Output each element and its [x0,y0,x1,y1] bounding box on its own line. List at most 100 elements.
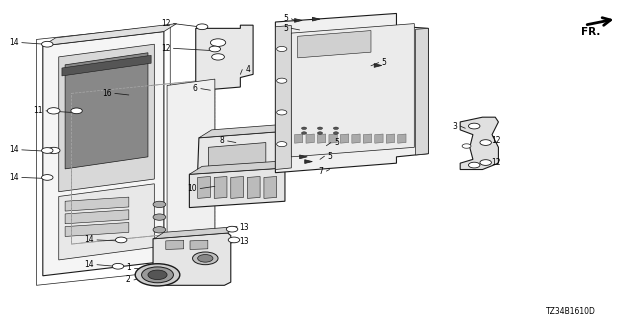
Circle shape [47,147,60,154]
Polygon shape [364,134,372,143]
Text: 4: 4 [246,65,250,74]
Text: 14: 14 [9,38,19,47]
Polygon shape [275,26,291,170]
Polygon shape [275,13,428,173]
Polygon shape [189,168,285,208]
Text: 10: 10 [188,184,197,193]
Polygon shape [59,184,154,260]
Circle shape [480,160,492,165]
Polygon shape [167,79,215,236]
Circle shape [301,132,307,134]
Polygon shape [189,160,298,174]
Circle shape [317,132,323,134]
Text: 6: 6 [193,84,198,93]
Circle shape [317,127,323,130]
Circle shape [115,237,127,243]
Circle shape [333,127,339,130]
Circle shape [198,254,213,262]
Circle shape [193,252,218,265]
Circle shape [47,108,60,114]
Text: 13: 13 [239,223,249,232]
Text: 12: 12 [491,158,500,167]
Circle shape [301,127,307,130]
Polygon shape [43,24,177,46]
Text: 12: 12 [491,136,500,146]
Text: 8: 8 [220,136,225,146]
Text: 3: 3 [452,122,457,131]
Text: 14: 14 [84,236,94,244]
Polygon shape [214,177,227,198]
Text: 2: 2 [126,276,131,284]
Polygon shape [198,132,285,180]
Circle shape [42,148,53,153]
Text: 5: 5 [334,138,339,147]
Polygon shape [305,160,312,164]
Text: 12: 12 [161,44,170,53]
Polygon shape [231,177,244,198]
Polygon shape [166,240,184,250]
Polygon shape [340,134,349,143]
Polygon shape [306,134,314,143]
Polygon shape [291,24,414,157]
Polygon shape [374,64,382,68]
Circle shape [211,39,226,46]
Polygon shape [352,134,360,143]
Circle shape [209,46,221,52]
Text: 5: 5 [382,58,387,67]
Text: 1: 1 [126,263,131,272]
Circle shape [228,237,240,243]
Text: 12: 12 [161,19,170,28]
Circle shape [276,46,287,52]
Polygon shape [298,31,371,58]
Circle shape [276,110,287,115]
Circle shape [276,142,287,147]
Text: 11: 11 [33,106,43,115]
Polygon shape [312,17,320,21]
Polygon shape [65,210,129,224]
Polygon shape [65,222,129,236]
Polygon shape [397,134,406,143]
Text: 7: 7 [318,167,323,176]
Polygon shape [247,177,260,198]
Polygon shape [190,240,208,250]
Circle shape [468,162,480,168]
Polygon shape [62,55,151,76]
Text: TZ34B1610D: TZ34B1610D [546,307,596,316]
Text: 16: 16 [102,89,111,98]
Polygon shape [153,233,231,285]
Text: 14: 14 [84,260,94,269]
Circle shape [227,226,238,232]
Circle shape [196,24,208,30]
Circle shape [462,144,471,148]
Polygon shape [43,32,164,276]
Circle shape [480,140,492,145]
Polygon shape [154,227,237,239]
Circle shape [212,54,225,60]
Polygon shape [65,53,148,169]
Polygon shape [199,124,294,138]
Polygon shape [196,25,253,90]
Circle shape [153,201,166,208]
Text: FR.: FR. [581,27,600,37]
Text: 5: 5 [328,152,333,161]
Polygon shape [415,28,428,155]
Circle shape [468,123,480,129]
Circle shape [148,270,167,280]
Circle shape [135,264,180,286]
Text: 5: 5 [284,14,288,23]
Circle shape [276,78,287,83]
Polygon shape [300,155,307,159]
Polygon shape [294,134,303,143]
Polygon shape [209,142,266,170]
Text: 14: 14 [9,173,19,182]
Polygon shape [264,177,276,198]
Polygon shape [294,19,302,22]
Circle shape [153,214,166,220]
Circle shape [333,132,339,134]
Circle shape [71,108,83,114]
Circle shape [42,41,53,47]
Polygon shape [375,134,383,143]
Polygon shape [387,134,394,143]
Circle shape [42,175,53,180]
Polygon shape [59,44,154,192]
